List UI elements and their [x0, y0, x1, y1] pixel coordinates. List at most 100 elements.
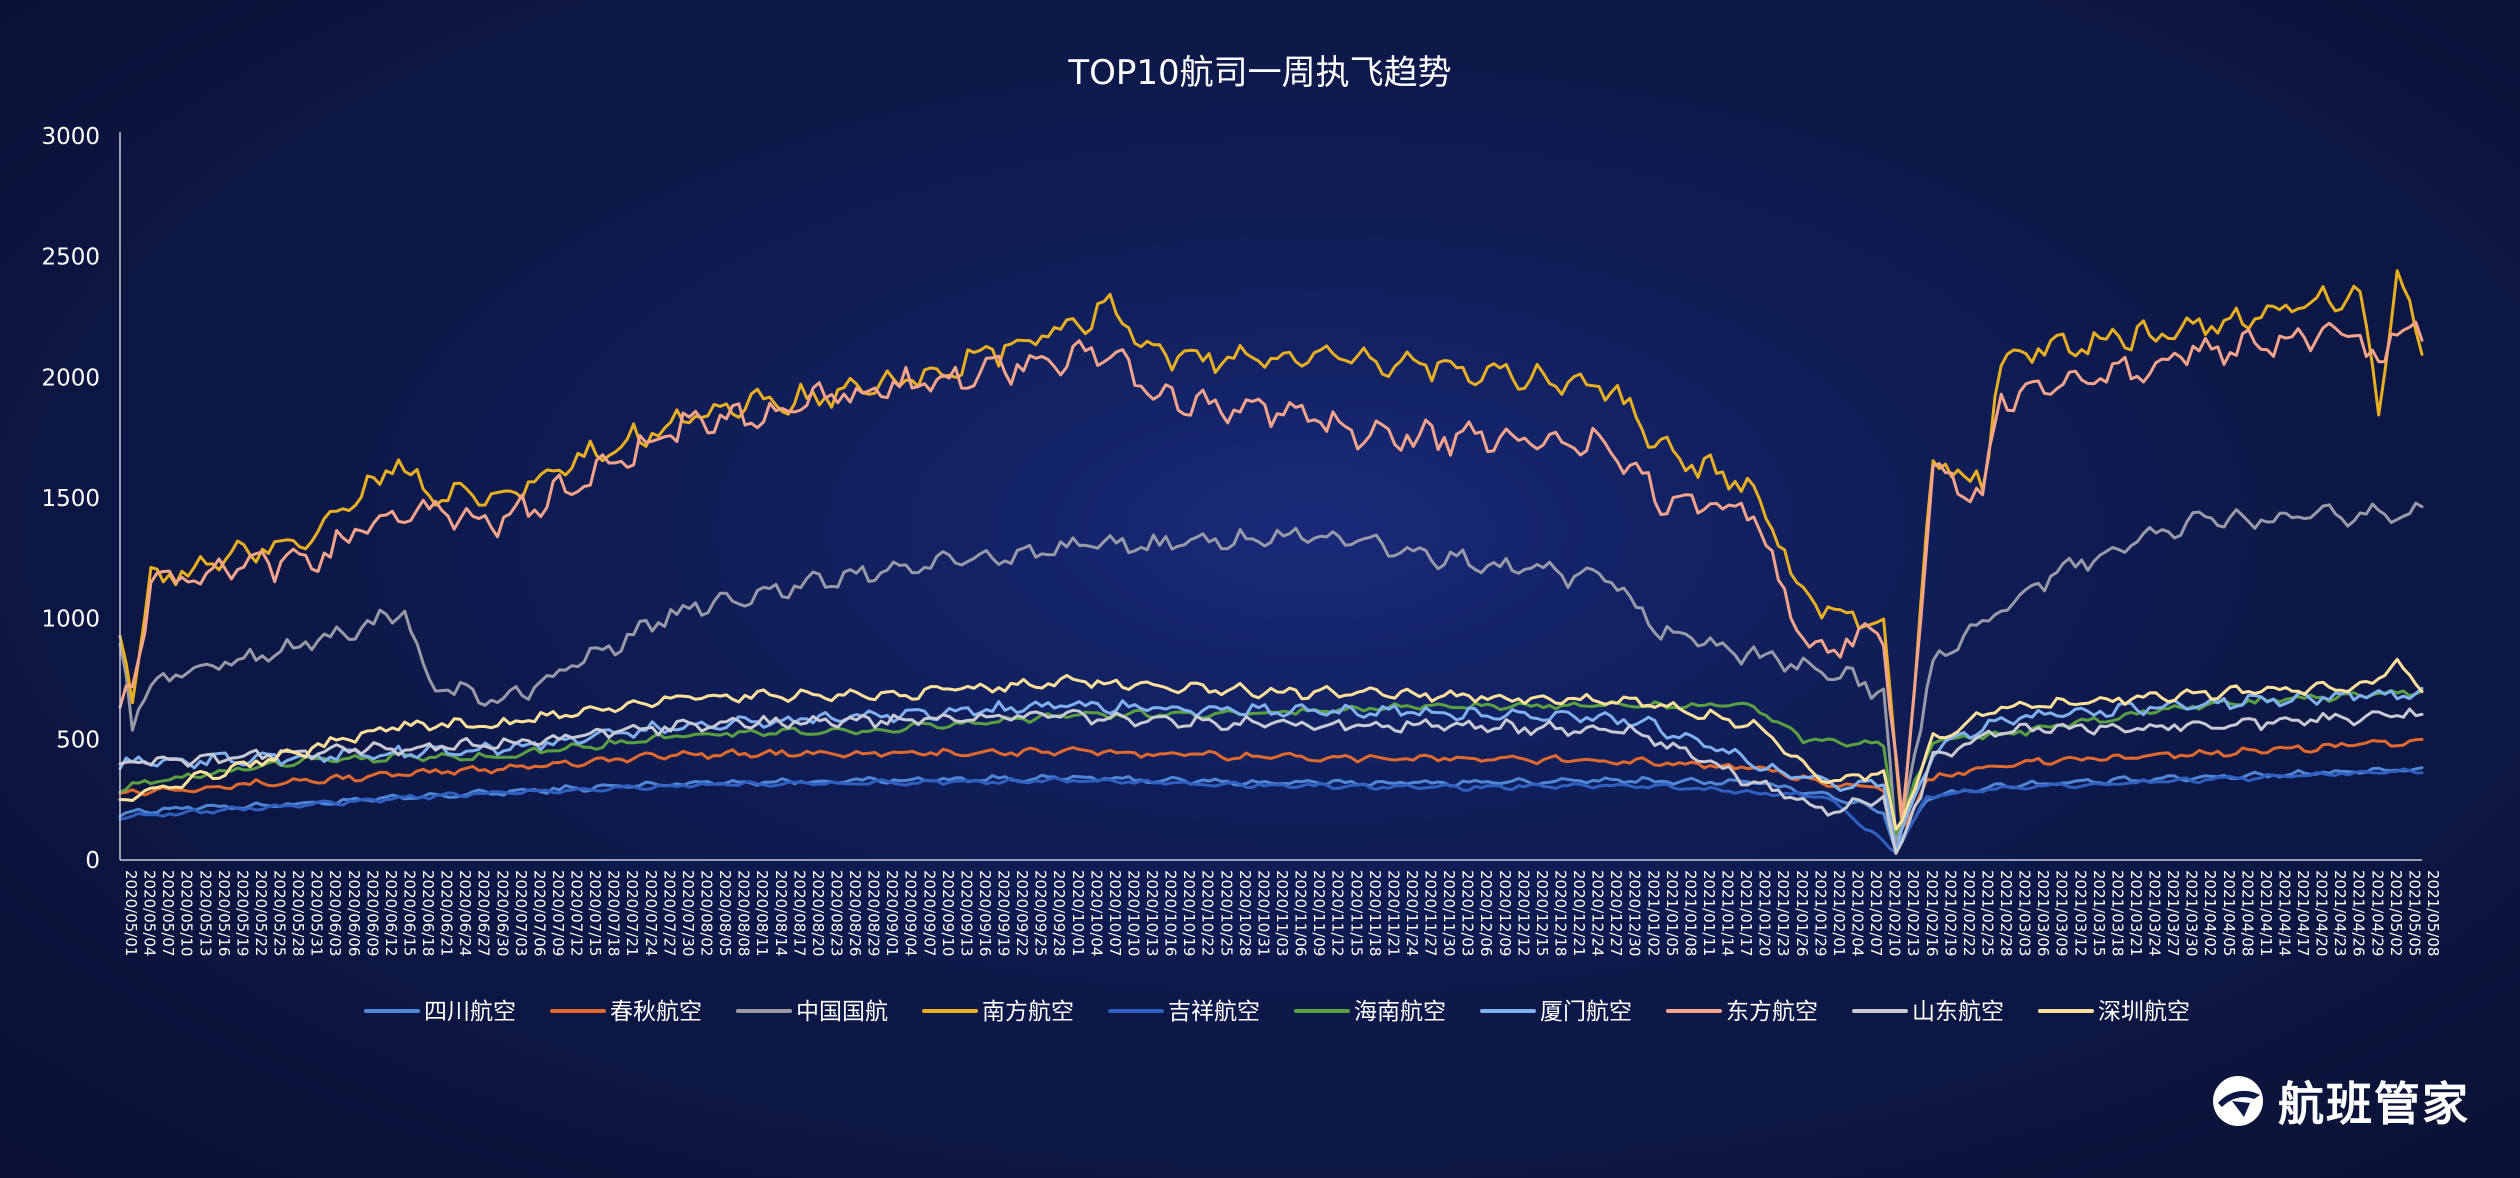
x-tick-label: 2020/08/26 — [846, 870, 864, 956]
x-tick-label: 2020/08/05 — [716, 870, 734, 956]
x-tick-label: 2020/10/22 — [1199, 870, 1217, 956]
legend-item: 海南航空 — [1294, 999, 1446, 1025]
x-tick-label: 2020/06/21 — [438, 870, 456, 956]
x-tick-label: 2020/08/23 — [827, 870, 845, 956]
x-tick-label: 2020/10/07 — [1106, 870, 1124, 956]
x-tick-label: 2020/06/03 — [326, 870, 344, 956]
series-line — [118, 320, 2424, 820]
x-tick-label: 2021/03/18 — [2108, 870, 2126, 956]
x-tick-label: 2021/02/28 — [1997, 870, 2015, 956]
x-tick-label: 2021/01/26 — [1793, 870, 1811, 956]
x-tick-label: 2021/03/21 — [2127, 870, 2145, 956]
x-tick-label: 2020/06/09 — [363, 870, 381, 956]
x-tick-label: 2021/01/08 — [1681, 870, 1699, 956]
x-tick-label: 2020/05/07 — [159, 870, 177, 956]
x-tick-label: 2020/09/19 — [995, 870, 1013, 956]
x-tick-label: 2021/03/03 — [2016, 870, 2034, 956]
x-tick-label: 2020/10/16 — [1162, 870, 1180, 956]
x-tick-label: 2021/05/02 — [2387, 870, 2405, 956]
x-tick-label: 2021/03/24 — [2146, 870, 2164, 956]
legend-item: 东方航空 — [1666, 999, 1818, 1025]
y-tick-label: 1000 — [41, 607, 100, 633]
y-tick-label: 0 — [85, 848, 100, 874]
x-tick-label: 2021/02/19 — [1941, 870, 1959, 956]
x-tick-label: 2021/02/22 — [1960, 870, 1978, 956]
x-tick-label: 2020/07/12 — [568, 870, 586, 956]
x-tick-label: 2020/08/02 — [698, 870, 716, 956]
legend-label: 南方航空 — [982, 999, 1074, 1025]
x-tick-label: 2021/01/29 — [1811, 870, 1829, 956]
x-tick-label: 2020/07/24 — [642, 870, 660, 956]
x-tick-label: 2020/12/09 — [1496, 870, 1514, 956]
legend-item: 厦门航空 — [1480, 999, 1632, 1025]
x-tick-label: 2020/11/03 — [1273, 870, 1291, 956]
x-tick-label: 2021/04/14 — [2275, 870, 2293, 956]
series-line — [118, 766, 2424, 853]
x-tick-label: 2020/12/15 — [1533, 870, 1551, 956]
x-tick-label: 2021/01/02 — [1644, 870, 1662, 956]
x-tick-label: 2020/06/18 — [419, 870, 437, 956]
legend-label: 山东航空 — [1912, 999, 2004, 1025]
x-tick-label: 2020/05/16 — [215, 870, 233, 956]
brand-name: 航班管家 — [2278, 1077, 2470, 1131]
x-tick-label: 2020/12/18 — [1551, 870, 1569, 956]
x-tick-label: 2021/03/27 — [2164, 870, 2182, 956]
series-line — [118, 657, 2424, 831]
x-tick-label: 2021/01/23 — [1774, 870, 1792, 956]
x-tick-label: 2020/07/30 — [679, 870, 697, 956]
legend-item: 吉祥航空 — [1108, 999, 1260, 1025]
x-tick-label: 2020/12/30 — [1626, 870, 1644, 956]
y-tick-label: 500 — [56, 727, 100, 753]
x-tick-label: 2020/05/31 — [308, 870, 326, 956]
x-tick-label: 2021/05/05 — [2405, 870, 2423, 956]
y-tick-label: 3000 — [41, 124, 100, 150]
x-tick-label: 2020/07/06 — [530, 870, 548, 956]
legend-item: 春秋航空 — [550, 999, 702, 1025]
x-tick-label: 2021/02/04 — [1849, 870, 1867, 956]
x-tick-label: 2020/10/13 — [1143, 870, 1161, 956]
x-tick-label: 2020/07/18 — [605, 870, 623, 956]
x-tick-label: 2020/10/10 — [1124, 870, 1142, 956]
chart-title: TOP10航司一周执飞趋势 — [1067, 53, 1451, 93]
x-tick-label: 2021/02/13 — [1904, 870, 1922, 956]
x-tick-label: 2021/01/11 — [1700, 870, 1718, 956]
x-tick-label: 2020/06/30 — [493, 870, 511, 956]
x-tick-label: 2020/12/24 — [1589, 870, 1607, 956]
x-tick-label: 2020/09/16 — [976, 870, 994, 956]
x-tick-label: 2020/07/27 — [660, 870, 678, 956]
x-tick-label: 2021/04/08 — [2238, 870, 2256, 956]
x-tick-label: 2020/06/06 — [345, 870, 363, 956]
x-tick-label: 2020/05/01 — [122, 870, 140, 956]
x-tick-label: 2020/05/04 — [141, 870, 159, 956]
x-tick-label: 2020/09/07 — [920, 870, 938, 956]
x-tick-label: 2020/09/25 — [1032, 870, 1050, 956]
x-tick-label: 2020/11/27 — [1422, 870, 1440, 956]
x-tick-label: 2020/11/12 — [1329, 870, 1347, 956]
x-tick-label: 2020/06/15 — [400, 870, 418, 956]
series-line — [118, 501, 2424, 842]
x-tick-label: 2020/09/04 — [902, 870, 920, 956]
x-tick-label: 2021/02/01 — [1830, 870, 1848, 956]
x-tick-label: 2020/10/25 — [1217, 870, 1235, 956]
x-tick-label: 2020/11/24 — [1403, 870, 1421, 956]
x-tick-label: 2020/05/10 — [178, 870, 196, 956]
x-tick-label: 2021/03/12 — [2071, 870, 2089, 956]
x-tick-label: 2020/10/04 — [1087, 870, 1105, 956]
x-tick-label: 2020/09/28 — [1050, 870, 1068, 956]
x-tick-label: 2020/10/19 — [1180, 870, 1198, 956]
x-tick-label: 2021/04/05 — [2220, 870, 2238, 956]
x-tick-label: 2020/08/11 — [753, 870, 771, 956]
legend-item: 深圳航空 — [2038, 999, 2190, 1025]
legend-item: 四川航空 — [364, 999, 516, 1025]
x-tick-label: 2020/12/27 — [1607, 870, 1625, 956]
x-tick-label: 2020/11/21 — [1384, 870, 1402, 956]
x-tick-label: 2020/05/22 — [252, 870, 270, 956]
x-tick-label: 2020/05/28 — [289, 870, 307, 956]
series-line — [118, 767, 2424, 855]
legend-item: 南方航空 — [922, 999, 1074, 1025]
x-tick-label: 2021/02/07 — [1867, 870, 1885, 956]
series-line — [118, 707, 2424, 855]
x-tick-label: 2020/05/25 — [271, 870, 289, 956]
